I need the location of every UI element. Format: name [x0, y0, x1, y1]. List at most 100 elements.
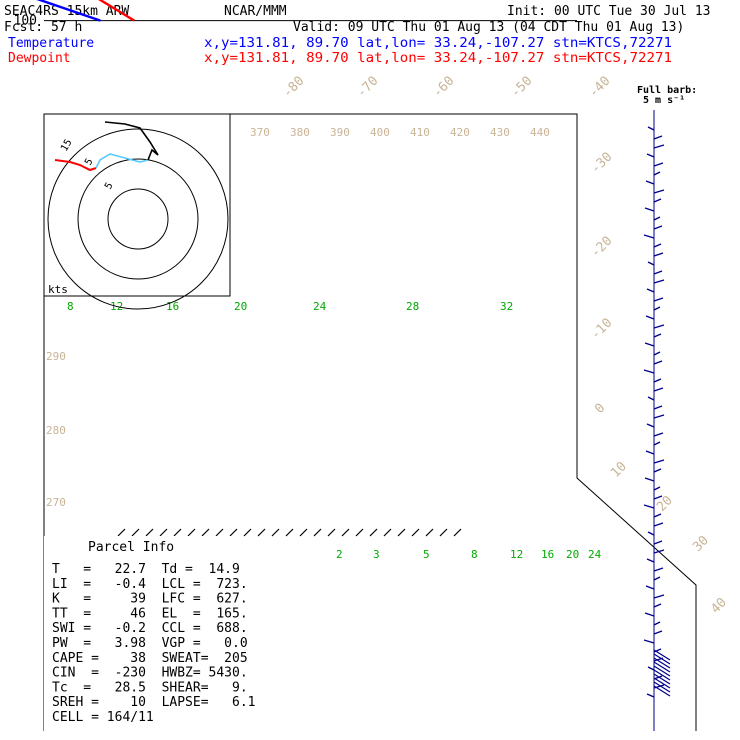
isotherm-label: -60 — [430, 74, 457, 101]
pressure-tick-label: 100 — [14, 14, 37, 29]
wind-barb — [653, 171, 661, 176]
theta-label: 440 — [530, 126, 550, 139]
wind-barb — [643, 639, 655, 644]
hatch-mark — [229, 528, 238, 537]
wind-barb — [653, 324, 665, 329]
wind-barb — [653, 486, 661, 491]
wind-barb-low — [653, 665, 671, 677]
isotherm-label: -20 — [588, 234, 615, 261]
wind-barb — [653, 225, 663, 230]
wind-barb — [653, 279, 665, 284]
mixing-ratio-label: 12 — [510, 548, 523, 561]
theta-label: 380 — [290, 126, 310, 139]
wind-barb — [645, 585, 655, 590]
theta-e-label: 28 — [406, 300, 419, 313]
theta-label: 420 — [450, 126, 470, 139]
wind-barb — [653, 621, 661, 626]
wind-barb — [653, 135, 663, 140]
isotherm-label: -10 — [588, 316, 615, 343]
hatch-mark — [299, 528, 308, 537]
wind-barb — [646, 423, 655, 428]
wind-barb-low — [653, 661, 671, 673]
hodograph: 5 5 15 kts — [43, 113, 231, 310]
wind-barb — [653, 549, 665, 554]
parcel-info-row: CELL = 164/11 — [52, 710, 154, 725]
wind-barb — [646, 558, 655, 563]
wind-barb — [653, 522, 664, 527]
wind-barb — [653, 414, 665, 419]
wind-barb — [653, 198, 662, 203]
parcel-info-box: Parcel Info T = 22.7 Td = 14.9LI = -0.4 … — [44, 536, 256, 731]
temperature-legend: Temperature — [8, 36, 94, 51]
mixing-ratio-label: 16 — [541, 548, 554, 561]
wind-barb — [647, 126, 655, 131]
wind-barb — [653, 306, 661, 311]
forecast-hour: Fcst: 57 h — [4, 20, 82, 35]
hatch-mark — [173, 528, 182, 537]
wind-barb-low — [653, 681, 671, 693]
isotherm-label: 20 — [654, 493, 676, 515]
hodograph-frame — [43, 113, 231, 297]
hodo-ring-inner — [107, 188, 169, 250]
parcel-info-row: SREH = 10 LAPSE= 6.1 — [52, 695, 256, 710]
hodo-units-label: kts — [48, 283, 68, 296]
wind-barb — [647, 531, 655, 536]
wind-barb — [653, 648, 662, 653]
wind-barb — [653, 576, 661, 581]
hatch-mark — [215, 528, 224, 537]
hatch-mark — [159, 528, 168, 537]
wind-barb — [653, 432, 664, 437]
hodo-trace-mid — [95, 153, 149, 169]
wind-barb-low — [653, 657, 671, 669]
theta-label: 410 — [410, 126, 430, 139]
wind-barb — [653, 459, 665, 464]
barb-title: Full barb: — [637, 85, 697, 96]
wind-barb — [653, 216, 661, 221]
hodo-ring-outer — [47, 128, 229, 310]
parcel-info-row: CIN = -230 HWBZ= 5430. — [52, 666, 248, 681]
parcel-info-row: CAPE = 38 SWEAT= 205 — [52, 651, 248, 666]
hodo-ring-label: 5 — [83, 157, 96, 168]
theta-e-label: 32 — [500, 300, 513, 313]
hodo-ring-label: 15 — [59, 138, 75, 154]
wind-barb — [653, 387, 664, 392]
dewpoint-legend: Dewpoint — [8, 51, 71, 66]
wind-barb — [653, 378, 662, 383]
theta-label: 400 — [370, 126, 390, 139]
wind-barb — [653, 405, 663, 410]
hatch-mark — [187, 528, 196, 537]
wind-barb — [646, 288, 655, 293]
wind-barb — [644, 342, 655, 347]
barb-units: 5 m s⁻¹ — [643, 95, 685, 106]
model-title: SEAC4RS 15km ARW — [4, 4, 129, 19]
parcel-info-row: K = 39 LFC = 627. — [52, 592, 248, 607]
wind-barb — [653, 540, 663, 545]
parcel-info-title: Parcel Info — [88, 540, 174, 555]
isotherm-label: 30 — [690, 533, 712, 555]
isotherm-label: 40 — [708, 595, 730, 617]
valid-time: Valid: 09 UTC Thu 01 Aug 13 (04 CDT Thu … — [293, 20, 684, 35]
hatch-mark — [285, 528, 294, 537]
parcel-info-row: T = 22.7 Td = 14.9 — [52, 562, 240, 577]
wind-barb — [653, 144, 665, 149]
wind-barb — [645, 450, 655, 455]
isotherm-label: 10 — [608, 459, 630, 481]
theta-e-label: 24 — [313, 300, 327, 313]
wind-barb — [653, 189, 665, 194]
center-name: NCAR/MMM — [224, 4, 287, 19]
parcel-info-row: Tc = 28.5 SHEAR= 9. — [52, 680, 248, 695]
dewpoint-location: x,y=131.81, 89.70 lat,lon= 33.24,-107.27… — [204, 51, 672, 66]
hatch-mark — [131, 528, 140, 537]
wind-barb — [643, 504, 655, 509]
hatch-mark — [341, 528, 350, 537]
hatch-mark — [439, 528, 448, 537]
wind-barb — [647, 666, 655, 671]
hodo-trace-high — [104, 121, 159, 161]
hatch-mark — [243, 528, 252, 537]
wind-barb — [647, 396, 655, 401]
wind-barb — [643, 369, 655, 374]
parcel-info-row: LI = -0.4 LCL = 723. — [52, 577, 248, 592]
isotherm-label: -70 — [354, 74, 381, 101]
wind-barb — [645, 315, 655, 320]
wind-barb-low — [653, 685, 671, 697]
